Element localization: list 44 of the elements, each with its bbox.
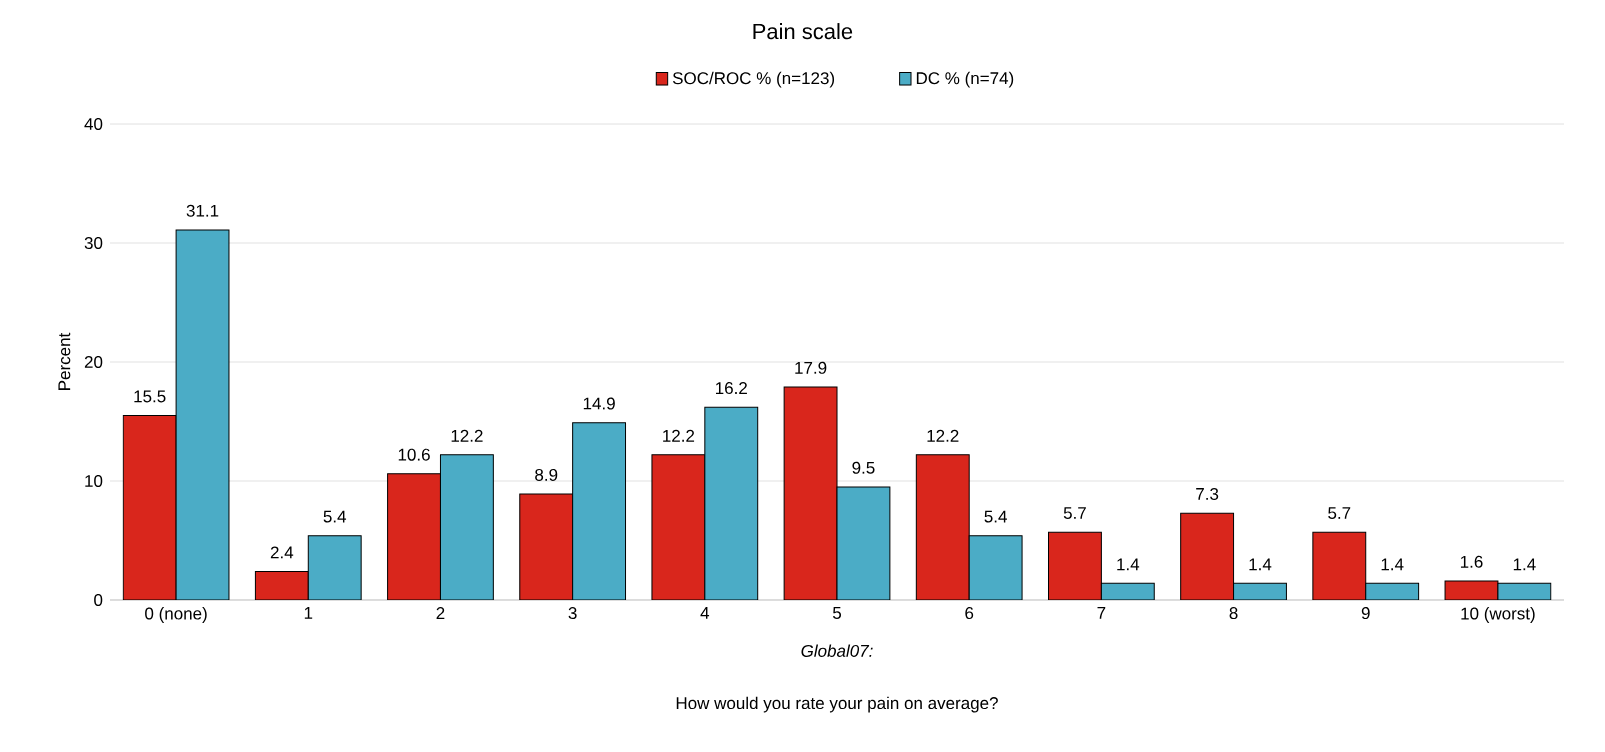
x-tick-label: 5 — [832, 607, 842, 619]
data-label: 12.2 — [451, 429, 483, 442]
x-tick-label: 9 — [1361, 607, 1370, 620]
data-label: 12.2 — [663, 429, 695, 442]
y-tick-label: 0 — [94, 594, 103, 607]
data-label: 12.2 — [927, 429, 959, 442]
data-label: 14.9 — [583, 397, 615, 410]
x-tick-label: 3 — [568, 607, 577, 620]
legend-label: SOC/ROC % (n=123) — [672, 71, 835, 88]
data-label: 7.3 — [1196, 487, 1219, 500]
x-tick-label: 10 (worst) — [1461, 607, 1535, 623]
data-label: 1.4 — [1513, 558, 1536, 571]
data-label: 31.1 — [186, 204, 219, 217]
data-label: 5.7 — [1328, 507, 1351, 519]
y-axis-title: Percent — [58, 332, 71, 390]
data-label: 8.9 — [535, 468, 558, 481]
data-label: 1.4 — [1249, 558, 1272, 571]
x-tick-label: 6 — [965, 607, 974, 620]
x-tick-label: 2 — [436, 607, 445, 619]
data-label: 9.5 — [852, 461, 875, 474]
data-label: 1.6 — [1460, 555, 1483, 568]
data-label: 15.5 — [134, 390, 166, 403]
y-tick-label: 30 — [84, 237, 103, 250]
y-tick-label: 40 — [84, 118, 103, 131]
y-tick-label: 10 — [85, 475, 103, 488]
text: Global07: — [801, 644, 873, 657]
data-label: 5.7 — [1063, 507, 1086, 519]
data-label: 10.6 — [398, 448, 430, 461]
data-label: 17.9 — [795, 361, 827, 374]
x-tick-label: 7 — [1097, 607, 1106, 619]
data-label: 5.4 — [984, 510, 1007, 523]
x-tick-label: 0 (none) — [145, 607, 207, 623]
x-tick-label: 8 — [1229, 607, 1238, 620]
data-label: 5.4 — [323, 510, 347, 523]
data-label: 1.4 — [1381, 558, 1404, 571]
x-tick-label: 4 — [700, 607, 710, 619]
y-tick-label: 20 — [84, 356, 103, 369]
x-axis-title: How would you rate your pain on average? — [676, 696, 998, 713]
x-tick-label: 1 — [304, 607, 313, 619]
data-label: 1.4 — [1117, 558, 1140, 571]
data-label: 16.2 — [716, 382, 747, 395]
legend-label: DC % (n=74) — [916, 71, 1014, 88]
data-label: 2.4 — [270, 546, 294, 559]
chart-title: Pain scale — [753, 23, 853, 40]
